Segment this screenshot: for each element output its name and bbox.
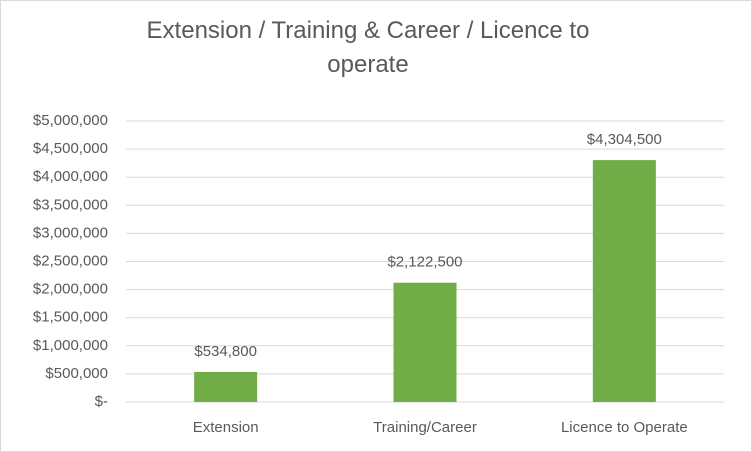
y-tick-label: $4,500,000 xyxy=(33,140,108,157)
y-tick-label: $1,500,000 xyxy=(33,309,108,326)
y-tick-label: $1,000,000 xyxy=(33,337,108,354)
y-tick-label: $2,000,000 xyxy=(33,281,108,298)
value-label: $2,122,500 xyxy=(387,254,462,271)
y-tick-label: $500,000 xyxy=(45,365,108,382)
y-tick-label: $4,000,000 xyxy=(33,168,108,185)
value-label: $4,304,500 xyxy=(587,131,662,148)
y-tick-label: $5,000,000 xyxy=(33,112,108,129)
chart-title: Extension / Training & Career / Licence … xyxy=(146,17,590,78)
bar xyxy=(592,160,656,402)
y-tick-label: $2,500,000 xyxy=(33,252,108,269)
bar xyxy=(393,282,457,402)
bar xyxy=(194,371,258,402)
x-tick-label: Licence to Operate xyxy=(561,419,688,436)
y-tick-label: $3,000,000 xyxy=(33,224,108,241)
value-label: $534,800 xyxy=(194,343,257,360)
x-tick-label: Training/Career xyxy=(373,419,477,436)
x-tick-label: Extension xyxy=(193,419,259,436)
y-tick-label: $- xyxy=(95,393,108,410)
y-tick-label: $3,500,000 xyxy=(33,196,108,213)
